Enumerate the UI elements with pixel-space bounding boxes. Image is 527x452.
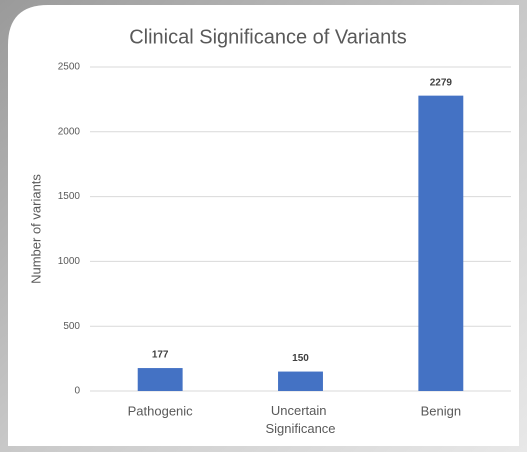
y-tick-label: 2000 <box>58 126 81 137</box>
y-axis-label: Number of variants <box>28 174 43 284</box>
data-label: 2279 <box>430 77 453 88</box>
bar <box>278 371 323 391</box>
x-tick-label: Benign <box>421 403 461 418</box>
data-label: 177 <box>152 350 169 361</box>
card <box>8 5 519 446</box>
bar <box>418 95 464 391</box>
y-tick-label: 2500 <box>58 62 81 73</box>
x-tick-label: Uncertain Significance <box>265 403 335 436</box>
bar <box>137 368 183 391</box>
data-label: 150 <box>292 353 309 364</box>
y-tick-label: 0 <box>74 386 80 397</box>
x-tick-label: Pathogenic <box>128 403 194 418</box>
y-tick-label: 1000 <box>58 256 81 267</box>
chart-title: Clinical Significance of Variants <box>129 26 407 48</box>
y-tick-label: 1500 <box>58 191 81 202</box>
y-tick-label: 500 <box>63 321 80 332</box>
